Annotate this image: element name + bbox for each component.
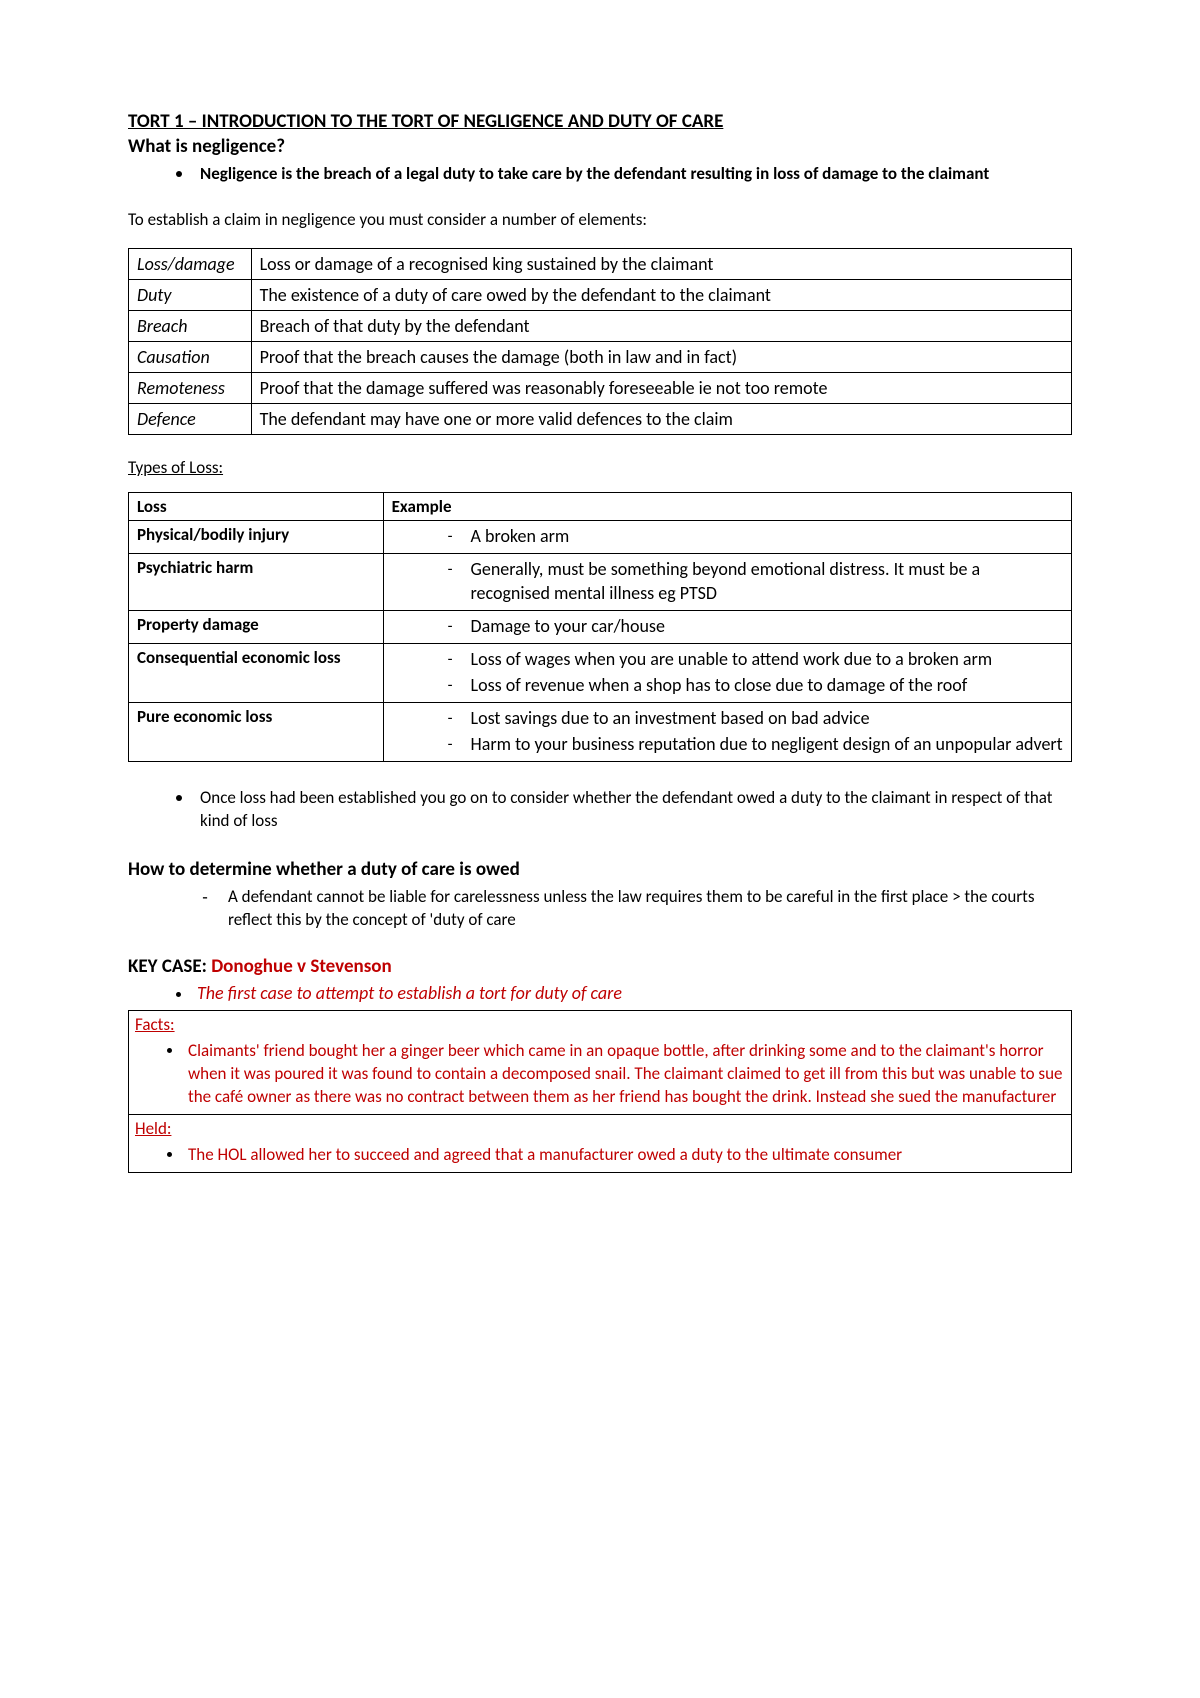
table-row: BreachBreach of that duty by the defenda… xyxy=(129,311,1072,342)
loss-examples: -Loss of wages when you are unable to at… xyxy=(383,644,1071,703)
key-case-line: KEY CASE: Donoghue v Stevenson xyxy=(128,955,1072,978)
table-row: Consequential economic loss-Loss of wage… xyxy=(129,644,1072,703)
bullet-icon xyxy=(167,1152,172,1157)
dash-icon: - xyxy=(200,886,210,908)
how-heading: How to determine whether a duty of care … xyxy=(128,858,1072,881)
table-row: Psychiatric harm-Generally, must be some… xyxy=(129,554,1072,611)
definition-block: Negligence is the breach of a legal duty… xyxy=(128,162,1072,185)
case-section: Facts: Claimants' friend bought her a gin… xyxy=(129,1011,1071,1115)
dash-icon: - xyxy=(448,526,453,548)
table-row: Property damage-Damage to your car/house xyxy=(129,611,1072,644)
loss-header-1: Loss xyxy=(129,493,384,521)
page-title: TORT 1 – INTRODUCTION TO THE TORT OF NEG… xyxy=(128,110,1072,133)
case-section: Held: The HOL allowed her to succeed and … xyxy=(129,1115,1071,1172)
element-desc: Loss or damage of a recognised king sust… xyxy=(251,249,1071,280)
case-text: Claimants' friend bought her a ginger be… xyxy=(188,1039,1065,1108)
element-term: Breach xyxy=(129,311,252,342)
example-text: A broken arm xyxy=(471,524,570,548)
loss-type: Physical/bodily injury xyxy=(129,521,384,554)
element-desc: Proof that the damage suffered was reaso… xyxy=(251,373,1071,404)
case-box: Facts: Claimants' friend bought her a gin… xyxy=(128,1010,1072,1173)
element-desc: The defendant may have one or more valid… xyxy=(251,404,1071,435)
elements-table: Loss/damageLoss or damage of a recognise… xyxy=(128,248,1072,435)
key-case-prefix: KEY CASE: xyxy=(128,955,211,978)
bullet-icon xyxy=(167,1048,172,1053)
table-row: RemotenessProof that the damage suffered… xyxy=(129,373,1072,404)
dash-icon: - xyxy=(448,559,453,581)
definition-text: Negligence is the breach of a legal duty… xyxy=(200,162,989,185)
element-desc: Proof that the breach causes the damage … xyxy=(251,342,1071,373)
loss-type: Psychiatric harm xyxy=(129,554,384,611)
element-term: Causation xyxy=(129,342,252,373)
loss-examples: -Generally, must be something beyond emo… xyxy=(383,554,1071,611)
loss-table: Loss Example Physical/bodily injury-A br… xyxy=(128,492,1072,762)
case-section-label: Held: xyxy=(135,1118,1065,1139)
element-desc: Breach of that duty by the defendant xyxy=(251,311,1071,342)
how-dash-block: - A defendant cannot be liable for carel… xyxy=(128,885,1072,931)
table-row: Loss/damageLoss or damage of a recognise… xyxy=(129,249,1072,280)
example-text: Harm to your business reputation due to … xyxy=(471,732,1063,756)
element-desc: The existence of a duty of care owed by … xyxy=(251,280,1071,311)
table-row: DefenceThe defendant may have one or mor… xyxy=(129,404,1072,435)
element-term: Loss/damage xyxy=(129,249,252,280)
after-loss-block: Once loss had been established you go on… xyxy=(128,786,1072,832)
loss-examples: -A broken arm xyxy=(383,521,1071,554)
element-term: Remoteness xyxy=(129,373,252,404)
loss-examples: -Damage to your car/house xyxy=(383,611,1071,644)
question-heading: What is negligence? xyxy=(128,135,1072,158)
table-row: Physical/bodily injury-A broken arm xyxy=(129,521,1072,554)
element-term: Defence xyxy=(129,404,252,435)
bullet-icon xyxy=(176,795,182,801)
key-case-bullet-block: The first case to attempt to establish a… xyxy=(128,982,1072,1004)
loss-type: Property damage xyxy=(129,611,384,644)
key-case-name: Donoghue v Stevenson xyxy=(211,955,392,978)
key-case-bullet-text: The first case to attempt to establish a… xyxy=(197,982,622,1004)
types-of-loss-label: Types of Loss: xyxy=(128,457,1072,478)
loss-type: Consequential economic loss xyxy=(129,644,384,703)
case-section-label: Facts: xyxy=(135,1014,1065,1035)
dash-icon: - xyxy=(448,675,453,697)
element-term: Duty xyxy=(129,280,252,311)
how-dash-text: A defendant cannot be liable for careles… xyxy=(228,885,1072,931)
dash-icon: - xyxy=(448,649,453,671)
loss-examples: -Lost savings due to an investment based… xyxy=(383,703,1071,762)
example-text: Loss of wages when you are unable to att… xyxy=(471,647,993,671)
dash-icon: - xyxy=(448,708,453,730)
after-loss-text: Once loss had been established you go on… xyxy=(200,786,1072,832)
example-text: Generally, must be something beyond emot… xyxy=(471,557,1063,605)
dash-icon: - xyxy=(448,734,453,756)
bullet-icon xyxy=(176,992,181,997)
example-text: Lost savings due to an investment based … xyxy=(471,706,870,730)
case-text: The HOL allowed her to succeed and agree… xyxy=(188,1143,902,1166)
table-row: DutyThe existence of a duty of care owed… xyxy=(129,280,1072,311)
loss-header-2: Example xyxy=(383,493,1071,521)
loss-type: Pure economic loss xyxy=(129,703,384,762)
example-text: Damage to your car/house xyxy=(471,614,665,638)
intro-paragraph: To establish a claim in negligence you m… xyxy=(128,209,1072,230)
table-row: CausationProof that the breach causes th… xyxy=(129,342,1072,373)
table-row: Pure economic loss-Lost savings due to a… xyxy=(129,703,1072,762)
example-text: Loss of revenue when a shop has to close… xyxy=(471,673,968,697)
bullet-icon xyxy=(176,171,182,177)
dash-icon: - xyxy=(448,616,453,638)
